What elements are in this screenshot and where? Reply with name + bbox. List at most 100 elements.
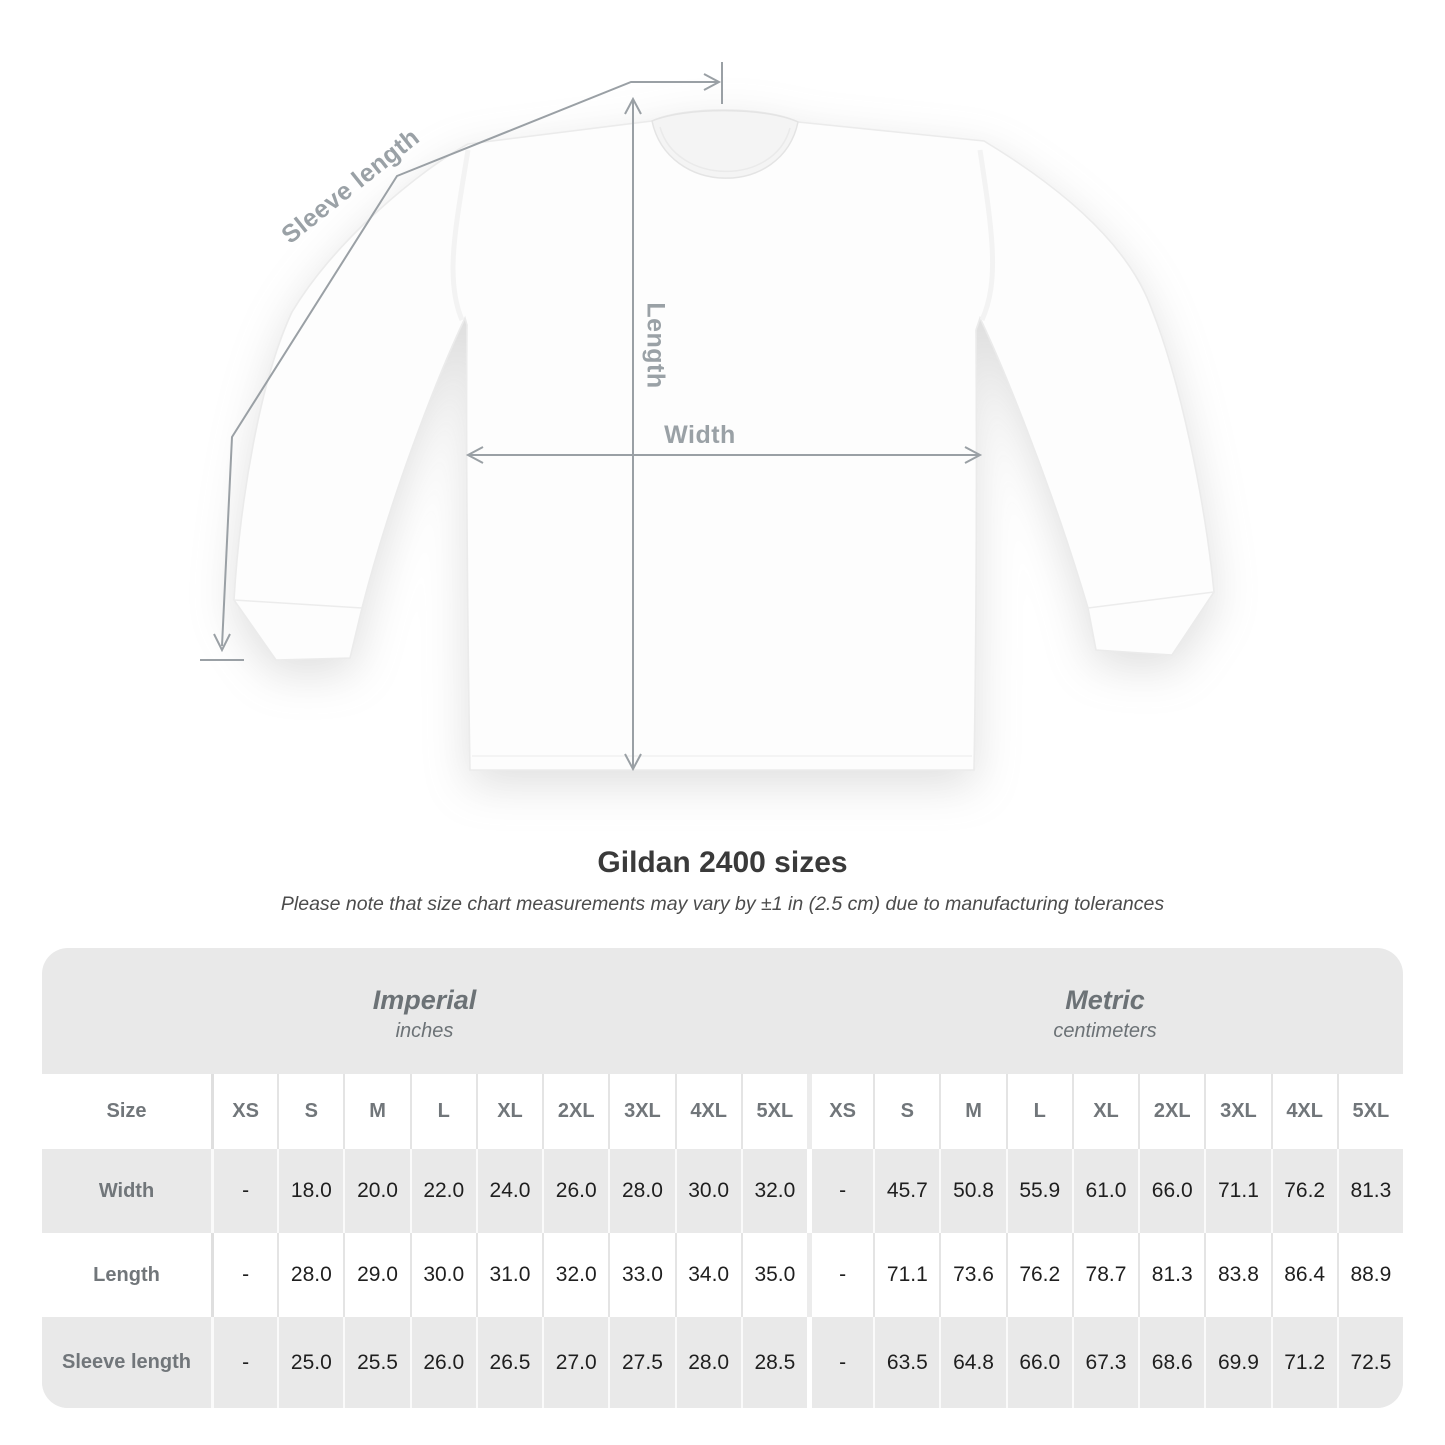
- length-arrow: [624, 96, 642, 772]
- right-fold-shade: [977, 149, 996, 322]
- column-header: XL: [475, 1074, 542, 1149]
- shirt-illustration: [200, 62, 1215, 772]
- imperial-section-header: Imperial inches: [42, 948, 807, 1074]
- column-header: 4XL: [674, 1074, 741, 1149]
- table-cell: 55.9: [1005, 1149, 1072, 1233]
- table-row: Width -18.0 20.0 22.0 24.0 26.0 28.0 30.0 32.0-4…: [42, 1149, 1403, 1233]
- table-cell: 27.5: [608, 1317, 674, 1408]
- table-cell: 30.0: [674, 1149, 741, 1233]
- table-cell: 25.5: [343, 1317, 409, 1408]
- table-cell: 81.3: [1336, 1149, 1403, 1233]
- column-header: 5XL: [740, 1074, 807, 1149]
- size-table-grid: Size XS S M L XL 2XL 3XL 4XL 5XL XS S M L XL 2XL 3XL 4XL 5…: [42, 1074, 1403, 1408]
- column-header: 4XL: [1270, 1074, 1337, 1149]
- left-cuff-seam: [233, 599, 363, 609]
- metric-section-header: Metric centimeters: [807, 948, 1403, 1074]
- table-cell: 63.5: [873, 1317, 939, 1408]
- row-label: Width: [98, 1179, 155, 1202]
- table-cell: 71.1: [1204, 1149, 1270, 1233]
- table-cell: 34.0: [674, 1233, 741, 1317]
- collar: [651, 109, 799, 179]
- collar-band-seam: [659, 126, 791, 173]
- table-row: Length -28.0 29.0 30.0 31.0 32.0 33.0 34.0 35.0-…: [42, 1233, 1403, 1317]
- column-header: S: [277, 1074, 343, 1149]
- table-cell: 25.0: [277, 1317, 343, 1408]
- table-cell: 33.0: [608, 1233, 674, 1317]
- table-cell: 28.0: [277, 1233, 343, 1317]
- table-cell: 26.5: [475, 1317, 542, 1408]
- table-cell: 28.5: [740, 1317, 807, 1408]
- table-cell: 67.3: [1071, 1317, 1138, 1408]
- row-label: Sleeve length: [62, 1351, 191, 1373]
- table-cell: 66.0: [1138, 1149, 1204, 1233]
- metric-unit: centimeters: [1053, 1020, 1157, 1042]
- shirt-outline: [233, 109, 1215, 771]
- table-cell: -: [806, 1149, 873, 1233]
- table-cell: 24.0: [475, 1149, 542, 1233]
- column-header: 3XL: [1204, 1074, 1270, 1149]
- column-header: XS: [806, 1074, 873, 1149]
- imperial-unit: inches: [395, 1020, 454, 1042]
- table-cell: 29.0: [343, 1233, 409, 1317]
- table-cell: 71.1: [873, 1233, 939, 1317]
- column-header: M: [343, 1074, 409, 1149]
- table-cell: 83.8: [1204, 1233, 1270, 1317]
- table-cell: -: [211, 1317, 277, 1408]
- row-label: Length: [93, 1263, 160, 1286]
- column-header: L: [409, 1074, 476, 1149]
- column-header: 5XL: [1336, 1074, 1403, 1149]
- table-cell: 22.0: [409, 1149, 476, 1233]
- width-label: Width: [664, 421, 736, 449]
- table-cell: 26.0: [409, 1317, 476, 1408]
- table-row: Sleeve length -25.0 25.5 26.0 26.5 27.0 27.5 28…: [42, 1317, 1403, 1408]
- table-cell: -: [211, 1233, 277, 1317]
- size-diagram: Sleeve length Length Width: [200, 62, 1215, 772]
- table-cell: 71.2: [1270, 1317, 1337, 1408]
- table-cell: 86.4: [1270, 1233, 1337, 1317]
- column-header: L: [1005, 1074, 1072, 1149]
- column-header: XS: [211, 1074, 277, 1149]
- metric-title: Metric: [1065, 985, 1145, 1015]
- table-cell: 26.0: [542, 1149, 608, 1233]
- right-cuff-seam: [1087, 591, 1215, 609]
- table-cell: 73.6: [939, 1233, 1005, 1317]
- column-header: 2XL: [1138, 1074, 1204, 1149]
- table-cell: -: [211, 1149, 277, 1233]
- table-cell: 72.5: [1336, 1317, 1403, 1408]
- column-header: XL: [1071, 1074, 1138, 1149]
- table-cell: 31.0: [475, 1233, 542, 1317]
- column-header: 3XL: [608, 1074, 674, 1149]
- column-header: S: [873, 1074, 939, 1149]
- size-header-row: Size XS S M L XL 2XL 3XL 4XL 5XL XS S M L XL 2XL 3XL 4XL 5…: [42, 1074, 1403, 1149]
- left-fold-shade: [450, 149, 471, 321]
- page-title: Gildan 2400 sizes: [597, 846, 848, 879]
- table-cell: 35.0: [740, 1233, 807, 1317]
- size-table: Imperial inches Metric centimeters Size X…: [42, 948, 1403, 1408]
- table-cell: 78.7: [1071, 1233, 1138, 1317]
- length-label: Length: [641, 302, 670, 389]
- table-cell: 66.0: [1005, 1317, 1072, 1408]
- tolerance-note: Please note that size chart measurements…: [280, 893, 1165, 915]
- table-cell: 68.6: [1138, 1317, 1204, 1408]
- width-arrow: [465, 446, 983, 464]
- table-cell: 30.0: [409, 1233, 476, 1317]
- imperial-title: Imperial: [372, 985, 477, 1015]
- table-cell: 69.9: [1204, 1317, 1270, 1408]
- table-cell: 28.0: [674, 1317, 741, 1408]
- table-cell: 81.3: [1138, 1233, 1204, 1317]
- table-cell: -: [806, 1233, 873, 1317]
- table-cell: 64.8: [939, 1317, 1005, 1408]
- unit-band: Imperial inches Metric centimeters: [42, 948, 1403, 1074]
- table-cell: 88.9: [1336, 1233, 1403, 1317]
- table-cell: 76.2: [1005, 1233, 1072, 1317]
- table-cell: 28.0: [608, 1149, 674, 1233]
- table-cell: 76.2: [1270, 1149, 1337, 1233]
- table-cell: 61.0: [1071, 1149, 1138, 1233]
- column-header: 2XL: [542, 1074, 608, 1149]
- table-cell: 50.8: [939, 1149, 1005, 1233]
- table-cell: -: [806, 1317, 873, 1408]
- table-cell: 27.0: [542, 1317, 608, 1408]
- table-cell: 32.0: [542, 1233, 608, 1317]
- table-cell: 18.0: [277, 1149, 343, 1233]
- table-cell: 32.0: [740, 1149, 807, 1233]
